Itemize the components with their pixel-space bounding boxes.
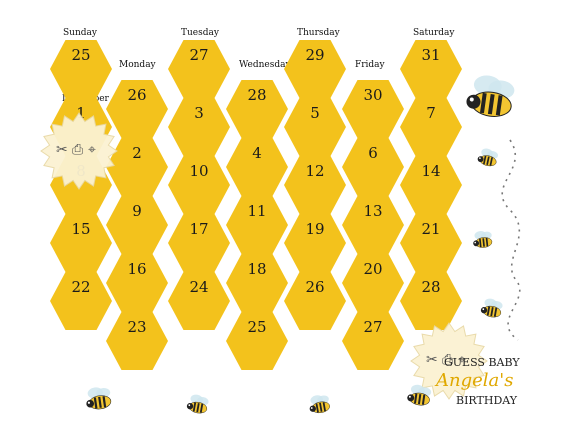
day-cell: 25 [50,40,112,98]
day-cell: 19 [284,214,346,272]
bee-large-icon [466,75,515,117]
day-cell: 20 [342,254,404,312]
day-name-tuesday: Tuesday [181,28,219,38]
day-cell: 23 [106,312,168,370]
day-number: 30 [363,86,383,104]
title-line3: BIRTHDAY [456,394,518,407]
title-line1: GUESS BABY [444,356,520,369]
scissors-icon: ✂ [426,352,438,368]
day-cell: 16 [106,254,168,312]
pin-icon: ⌖ [458,352,466,368]
day-cell: 22 [50,272,112,330]
day-cell: 15 [50,214,112,272]
day-number: 4 [252,144,262,162]
day-cell: 26 [284,272,346,330]
day-cell: 30 [342,80,404,138]
bee-bottom-1-icon [86,387,112,410]
day-number: 3 [194,104,204,122]
day-cell: 6 [342,138,404,196]
day-number: 2 [132,144,142,162]
day-number: 15 [71,220,91,238]
day-number: 21 [421,220,441,238]
day-number: 20 [363,260,383,278]
day-number: 24 [189,278,209,296]
bee-flight-path [501,139,521,341]
day-cell: 12 [284,156,346,214]
day-number: 6 [368,144,378,162]
day-cell: 10 [168,156,230,214]
bee-small-3-icon [480,298,503,318]
day-name-saturday: Saturday [413,28,455,38]
day-number: 23 [127,318,147,336]
day-number: 5 [310,104,320,122]
day-number: 1 [76,104,86,122]
day-cell: 18 [226,254,288,312]
day-number: 25 [71,46,91,64]
day-number: 29 [305,46,325,64]
day-name-friday: Friday [355,60,385,70]
day-cell: 14 [400,156,462,214]
day-number: 12 [305,162,325,180]
day-cell: 9 [106,196,168,254]
day-number: 26 [305,278,325,296]
bee-bottom-3-icon [309,395,330,414]
day-number: 31 [421,46,441,64]
day-number: 19 [305,220,325,238]
day-name-sunday: Sunday [63,28,97,38]
day-number: 22 [71,278,91,296]
title-name: Angela's [436,370,514,391]
day-cell: 28 [400,272,462,330]
day-cell: 29 [284,40,346,98]
day-cell: 27 [168,40,230,98]
day-number: 25 [247,318,267,336]
day-cell: 5 [284,98,346,156]
day-number: 10 [189,162,209,180]
day-cell: 7 [400,98,462,156]
day-number: 16 [127,260,147,278]
day-number: 28 [421,278,441,296]
bee-small-2-icon [473,231,493,248]
day-number: 7 [426,104,436,122]
day-name-wednesday: Wednesday [239,60,291,70]
day-cell: 31 [400,40,462,98]
bee-bottom-4-icon [407,384,432,406]
scissors-icon: ✂ [56,142,68,158]
pin-icon: ⌖ [88,142,96,158]
day-number: 26 [127,86,147,104]
bee-bottom-2-icon [186,394,209,414]
day-number: 18 [247,260,267,278]
day-cell: 17 [168,214,230,272]
day-cell: 21 [400,214,462,272]
day-number: 28 [247,86,267,104]
bee-small-1-icon [477,148,499,167]
day-number: 17 [189,220,209,238]
day-cell: 25 [226,312,288,370]
day-cell: 4 [226,138,288,196]
day-name-monday: Monday [119,60,156,70]
honeycomb-board: Sunday Monday Tuesday Wednesday Thursday Frid… [20,20,540,430]
printer-icon: ⎙ [72,142,84,158]
day-cell: 27 [342,312,404,370]
day-name-thursday: Thursday [297,28,340,38]
day-cell: 13 [342,196,404,254]
day-number: 13 [363,202,383,220]
day-cell: 28 [226,80,288,138]
day-cell: 24 [168,272,230,330]
starburst-badge: ✂ ⎙ ⌖ [38,110,120,192]
starburst-badge: ✂ ⎙ ⌖ [408,320,490,402]
day-cell: 3 [168,98,230,156]
day-number: 9 [132,202,142,220]
day-number: 27 [363,318,383,336]
day-number: 11 [247,202,267,220]
day-number: 14 [421,162,441,180]
day-cell: 11 [226,196,288,254]
day-number: 27 [189,46,209,64]
printer-icon: ⎙ [442,352,454,368]
